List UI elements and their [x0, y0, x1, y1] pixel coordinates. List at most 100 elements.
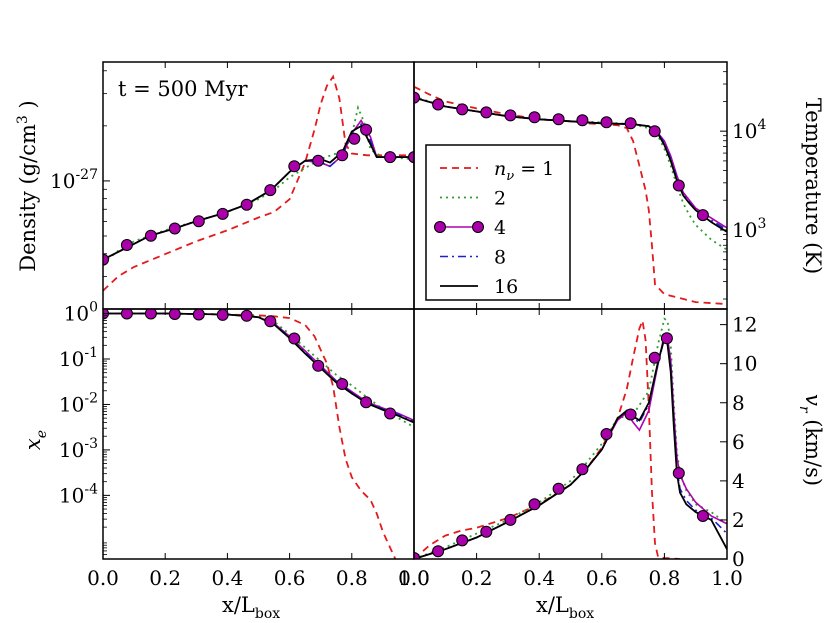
series-line-1 — [103, 312, 397, 559]
marker-point — [360, 396, 373, 409]
series-line-2 — [103, 312, 414, 428]
marker-point — [216, 207, 229, 220]
marker-point — [660, 332, 673, 345]
marker-point — [264, 315, 277, 328]
y-tick-label: 2 — [732, 508, 745, 532]
series-line-1 — [414, 317, 681, 559]
series-line-1 — [103, 74, 414, 292]
y-tick-label: 10-27 — [50, 167, 98, 193]
marker-point — [456, 534, 469, 547]
legend-label-4: 8 — [494, 247, 506, 269]
marker-point — [336, 378, 349, 390]
y-axis-label-velocity: vr (km/s) — [796, 394, 825, 486]
marker-point — [144, 229, 157, 242]
marker-point — [576, 114, 589, 127]
y-axis-label-density: Density (g/cm3 ) — [15, 100, 40, 271]
marker-point — [103, 253, 109, 266]
x-tick-label: 0.8 — [648, 566, 680, 590]
marker-point — [348, 132, 361, 145]
marker-point — [168, 309, 181, 320]
marker-point — [480, 525, 493, 538]
marker-point — [552, 482, 565, 495]
marker-point — [264, 184, 277, 197]
y-tick-label: 4 — [732, 469, 745, 493]
axes-frame — [413, 308, 728, 560]
marker-point — [432, 545, 445, 558]
marker-point — [336, 149, 349, 162]
x-tick-label: 0.0 — [398, 566, 430, 590]
marker-point — [192, 309, 205, 321]
marker-point — [696, 510, 709, 522]
y-tick-label: 100 — [64, 300, 98, 326]
marker-point — [408, 151, 414, 164]
marker-point — [240, 198, 253, 211]
x-tick-label: 1.0 — [711, 566, 743, 590]
y-tick-label: 6 — [732, 430, 745, 454]
marker-point — [456, 103, 469, 116]
series-group — [103, 309, 414, 559]
marker-point — [600, 116, 613, 129]
marker-point — [696, 209, 709, 222]
marker-point — [648, 125, 661, 138]
marker-point — [288, 332, 301, 345]
marker-point — [414, 552, 420, 559]
x-tick-label: 0.2 — [149, 566, 181, 590]
y-axis-label-temperature: Temperature (K) — [801, 98, 825, 274]
y-tick-label: 10-1 — [59, 345, 98, 371]
marker-point — [414, 91, 420, 104]
x-axis-label-right: x/Lbox — [536, 593, 594, 622]
x-tick-label: 0.4 — [211, 566, 243, 590]
legend-label-2: 2 — [494, 188, 506, 210]
marker-point — [192, 215, 205, 228]
series-line-2 — [414, 317, 727, 559]
y-tick-label: 103 — [732, 216, 766, 242]
marker-point — [120, 309, 133, 320]
marker-point — [384, 151, 397, 164]
y-tick-label: 10-3 — [59, 436, 98, 462]
series-line-16 — [414, 335, 727, 559]
x-tick-label: 0.8 — [336, 566, 368, 590]
time-annotation: t = 500 Myr — [118, 77, 249, 101]
marker-point — [312, 359, 325, 372]
panel-xe: 0.0 0.2 0.4 0.6 0.8 1.0 100 10-1 10-2 10-3 10-4 — [59, 300, 430, 590]
marker-point — [384, 407, 397, 420]
legend-marker — [434, 221, 446, 233]
y-tick-label: 10-2 — [59, 390, 98, 416]
legend-label-1: nν = 1 — [494, 158, 554, 184]
marker-point — [144, 309, 157, 320]
y-tick-label: 8 — [732, 391, 745, 415]
x-tick-label: 0.2 — [461, 566, 493, 590]
panel-temperature: 103 104 — [413, 61, 766, 310]
marker-point — [432, 98, 445, 111]
marker-point — [240, 309, 253, 322]
legend-label-5: 16 — [494, 276, 518, 298]
marker-point — [624, 408, 637, 421]
marker-point — [624, 117, 637, 130]
x-tick-label: 1.0 — [398, 566, 430, 590]
marker-point — [552, 113, 565, 126]
marker-point — [648, 351, 661, 364]
marker-point — [528, 111, 541, 124]
marker-point — [168, 222, 181, 235]
y-tick-label: 12 — [732, 313, 757, 337]
y-tick-label: 10-4 — [59, 481, 98, 507]
x-tick-label: 0.0 — [87, 566, 119, 590]
marker-point — [360, 123, 373, 136]
y-axis-label-xe: xe — [21, 430, 50, 450]
marker-point — [288, 160, 301, 173]
axes-frame — [102, 308, 415, 560]
series-group — [103, 74, 414, 292]
x-tick-label: 0.4 — [523, 566, 555, 590]
marker-point — [672, 467, 685, 480]
series-line-8 — [414, 336, 727, 559]
marker-point — [504, 513, 517, 526]
legend-label-3: 4 — [494, 217, 506, 239]
marker-point — [120, 239, 133, 251]
marker-point — [504, 109, 517, 122]
legend: nν = 1 2 4 8 16 — [425, 144, 571, 301]
series-line-4 — [414, 332, 727, 559]
marker-point — [600, 428, 613, 440]
